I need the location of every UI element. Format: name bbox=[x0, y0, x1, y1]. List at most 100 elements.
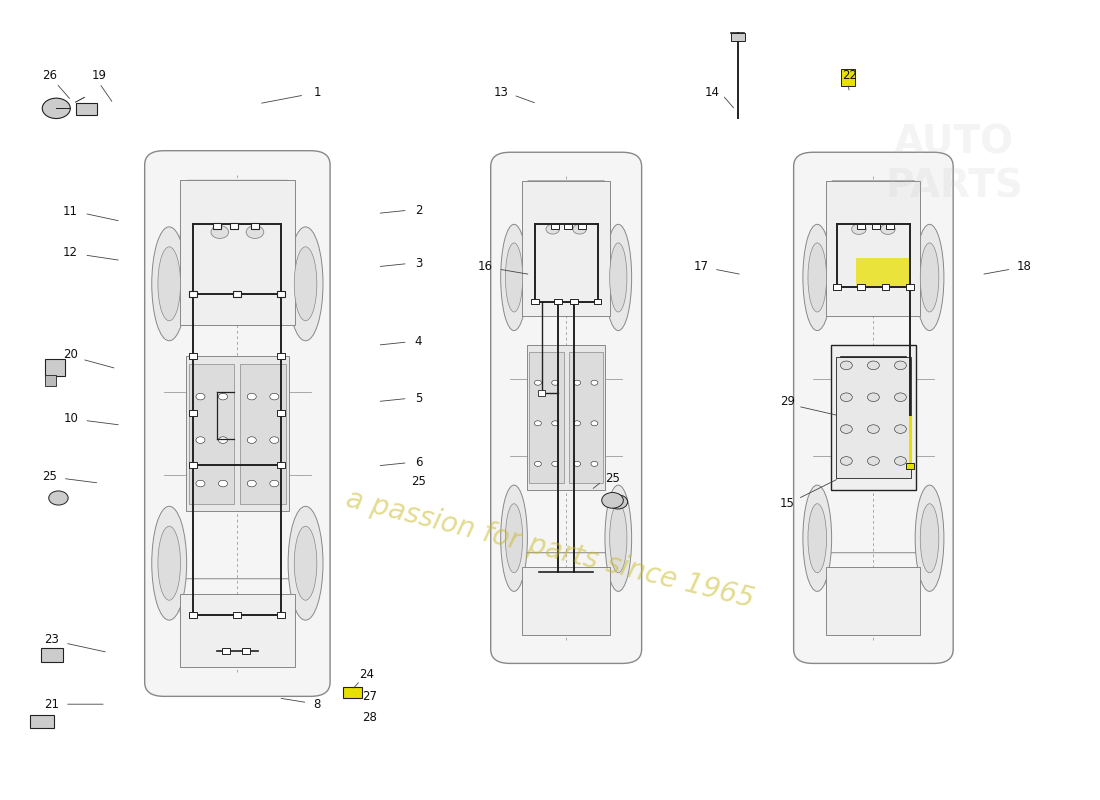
Ellipse shape bbox=[609, 504, 627, 573]
Text: 25: 25 bbox=[411, 475, 426, 488]
Text: 10: 10 bbox=[64, 412, 79, 426]
Bar bbox=[241, 364, 286, 504]
Text: 27: 27 bbox=[363, 690, 377, 703]
Bar bbox=[570, 298, 578, 305]
Bar bbox=[31, 715, 54, 728]
Text: 14: 14 bbox=[704, 86, 719, 99]
Bar bbox=[233, 291, 241, 297]
Ellipse shape bbox=[808, 243, 826, 312]
Ellipse shape bbox=[152, 506, 187, 620]
Bar bbox=[905, 463, 913, 469]
Circle shape bbox=[270, 437, 278, 443]
Circle shape bbox=[246, 226, 264, 238]
Circle shape bbox=[608, 495, 628, 509]
Bar bbox=[531, 298, 539, 305]
Circle shape bbox=[535, 421, 541, 426]
Bar bbox=[277, 462, 285, 468]
Ellipse shape bbox=[921, 243, 938, 312]
Ellipse shape bbox=[158, 247, 180, 321]
Circle shape bbox=[894, 457, 906, 466]
Bar bbox=[189, 364, 234, 504]
Bar bbox=[564, 224, 572, 230]
Ellipse shape bbox=[609, 243, 627, 312]
FancyBboxPatch shape bbox=[145, 150, 330, 696]
Text: 5: 5 bbox=[415, 392, 422, 405]
Bar bbox=[343, 687, 362, 698]
Bar bbox=[832, 345, 915, 490]
Text: 29: 29 bbox=[780, 395, 794, 408]
Ellipse shape bbox=[288, 227, 323, 341]
Circle shape bbox=[894, 425, 906, 434]
Bar bbox=[41, 648, 63, 662]
Text: 8: 8 bbox=[314, 698, 321, 710]
Ellipse shape bbox=[915, 485, 944, 591]
Circle shape bbox=[840, 457, 852, 466]
Circle shape bbox=[574, 380, 581, 386]
Ellipse shape bbox=[152, 227, 187, 341]
Bar bbox=[251, 223, 258, 229]
Circle shape bbox=[270, 480, 278, 487]
Circle shape bbox=[552, 380, 559, 386]
Ellipse shape bbox=[915, 224, 944, 330]
Bar bbox=[569, 352, 603, 482]
Bar bbox=[578, 224, 586, 230]
Bar bbox=[857, 224, 866, 230]
Circle shape bbox=[574, 421, 581, 426]
Text: 25: 25 bbox=[605, 472, 620, 485]
Text: 19: 19 bbox=[92, 69, 107, 82]
Text: 11: 11 bbox=[63, 206, 78, 218]
Text: 6: 6 bbox=[415, 456, 422, 470]
Bar bbox=[522, 567, 609, 635]
Bar bbox=[836, 357, 911, 478]
Circle shape bbox=[211, 226, 229, 238]
Circle shape bbox=[196, 437, 205, 443]
Bar bbox=[905, 284, 913, 290]
Bar bbox=[732, 33, 745, 41]
Circle shape bbox=[573, 224, 586, 234]
Circle shape bbox=[219, 480, 228, 487]
Text: 25: 25 bbox=[43, 470, 57, 483]
Ellipse shape bbox=[295, 526, 317, 600]
Ellipse shape bbox=[505, 243, 522, 312]
Circle shape bbox=[42, 98, 70, 118]
Text: 12: 12 bbox=[63, 246, 78, 259]
Circle shape bbox=[851, 224, 866, 234]
Circle shape bbox=[881, 224, 895, 234]
Circle shape bbox=[591, 462, 598, 466]
Bar bbox=[857, 284, 866, 290]
Text: 28: 28 bbox=[363, 711, 377, 724]
Bar bbox=[233, 612, 241, 618]
Circle shape bbox=[248, 437, 256, 443]
Text: 13: 13 bbox=[494, 86, 509, 99]
Circle shape bbox=[591, 380, 598, 386]
Bar bbox=[230, 223, 239, 229]
Text: 1: 1 bbox=[314, 86, 321, 99]
Bar bbox=[826, 181, 921, 316]
Circle shape bbox=[248, 394, 256, 400]
Circle shape bbox=[248, 480, 256, 487]
Circle shape bbox=[840, 361, 852, 370]
Circle shape bbox=[868, 361, 879, 370]
Text: 3: 3 bbox=[415, 257, 422, 270]
Bar bbox=[881, 284, 890, 290]
Circle shape bbox=[868, 457, 879, 466]
Bar bbox=[277, 410, 285, 416]
Circle shape bbox=[535, 380, 541, 386]
Text: 2: 2 bbox=[415, 204, 422, 217]
FancyBboxPatch shape bbox=[793, 152, 954, 663]
Bar bbox=[887, 224, 894, 230]
Text: 23: 23 bbox=[44, 633, 59, 646]
Bar bbox=[180, 180, 295, 326]
Bar bbox=[834, 284, 842, 290]
Circle shape bbox=[546, 224, 560, 234]
Bar bbox=[189, 410, 197, 416]
Ellipse shape bbox=[808, 504, 826, 573]
Bar bbox=[186, 356, 288, 511]
Bar bbox=[551, 224, 559, 230]
Bar bbox=[45, 359, 65, 377]
Circle shape bbox=[48, 491, 68, 505]
Text: 16: 16 bbox=[477, 260, 493, 274]
Text: 4: 4 bbox=[415, 335, 422, 349]
Bar bbox=[522, 181, 609, 316]
Text: 18: 18 bbox=[1016, 260, 1032, 274]
